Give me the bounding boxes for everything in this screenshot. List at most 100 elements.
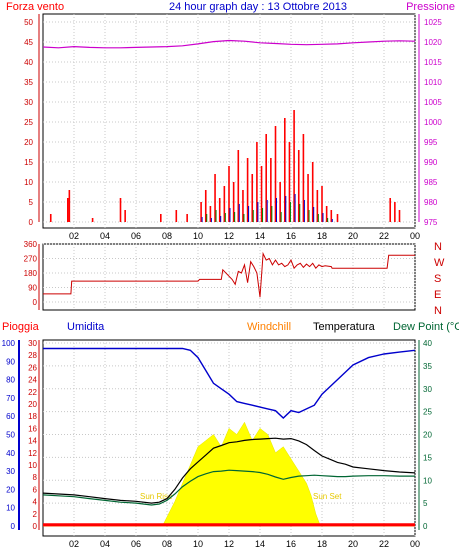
- x-tick-label: 04: [100, 231, 110, 241]
- wind-speed-bars: [49, 110, 401, 222]
- compass-letter: N: [434, 241, 442, 253]
- humidity-line: [43, 347, 416, 419]
- x-tick-label: 10: [193, 539, 203, 549]
- y-tick-label: 0: [33, 298, 38, 307]
- y-tick-label: 8: [33, 473, 38, 482]
- y-tick-label: 5: [423, 499, 428, 508]
- y-tick-label: 35: [423, 362, 432, 371]
- x-tick-label: 16: [286, 539, 296, 549]
- x-tick-label: 22: [379, 539, 389, 549]
- panel3-temp-ticks: 40 35 30 25 20 15 10 5 0: [423, 339, 432, 531]
- y-tick-label: 35: [24, 78, 33, 87]
- panel2-grid: [43, 243, 416, 310]
- y-tick-label: 18: [28, 412, 37, 421]
- solar-radiation-area: [161, 421, 321, 527]
- panel-temp-humidity: Pioggia Umidita Windchill Temperatura De…: [2, 321, 459, 549]
- y-tick-label: 90: [6, 357, 15, 366]
- dewpoint-label: Dew Point (°C: [393, 321, 459, 333]
- y-tick-label: 30: [423, 385, 432, 394]
- y-tick-label: 50: [6, 431, 15, 440]
- y-tick-label: 6: [33, 485, 38, 494]
- x-tick-label: 12: [224, 539, 234, 549]
- y-tick-label: 100: [2, 339, 16, 348]
- y-tick-label: 980: [424, 198, 438, 207]
- x-tick-label: 16: [286, 231, 296, 241]
- y-tick-label: 20: [423, 431, 432, 440]
- y-tick-label: 50: [24, 18, 33, 27]
- x-tick-label: 20: [348, 231, 358, 241]
- y-tick-label: 40: [423, 339, 432, 348]
- x-tick-label: 08: [162, 539, 172, 549]
- y-tick-label: 40: [24, 58, 33, 67]
- y-tick-label: 90: [28, 284, 37, 293]
- y-tick-label: 10: [6, 504, 15, 513]
- y-tick-label: 12: [28, 449, 37, 458]
- x-tick-label: 02: [69, 231, 79, 241]
- y-tick-label: 30: [28, 339, 37, 348]
- x-tick-label: 06: [131, 231, 141, 241]
- y-tick-label: 30: [24, 98, 33, 107]
- y-tick-label: 10: [423, 476, 432, 485]
- graph-title: 24 hour graph day : 13 Ottobre 2013: [169, 1, 347, 13]
- x-tick-label: 14: [255, 231, 265, 241]
- y-tick-label: 1020: [424, 38, 442, 47]
- y-tick-label: 1000: [424, 118, 442, 127]
- sunrise-label: Sun Rise: [140, 492, 173, 501]
- compass-letter: W: [434, 257, 445, 269]
- y-tick-label: 1025: [424, 18, 442, 27]
- y-tick-label: 70: [6, 394, 15, 403]
- y-tick-label: 22: [28, 388, 37, 397]
- wind-direction-line: [43, 251, 415, 298]
- y-tick-label: 28: [28, 351, 37, 360]
- x-tick-label: 04: [100, 539, 110, 549]
- x-tick-label: 22: [379, 231, 389, 241]
- y-tick-label: 0: [423, 522, 428, 531]
- y-tick-label: 0: [29, 218, 34, 227]
- y-tick-label: 1010: [424, 78, 442, 87]
- y-tick-label: 10: [28, 461, 37, 470]
- y-tick-label: 40: [6, 449, 15, 458]
- y-tick-label: 45: [24, 38, 33, 47]
- y-tick-label: 5: [29, 198, 34, 207]
- y-tick-label: 20: [24, 138, 33, 147]
- pressure-label: Pressione: [406, 1, 455, 13]
- compass-letter: E: [434, 289, 441, 301]
- y-tick-label: 80: [6, 376, 15, 385]
- y-tick-label: 60: [6, 412, 15, 421]
- y-tick-label: 10: [24, 178, 33, 187]
- x-tick-label: 00: [410, 231, 420, 241]
- compass-letter: N: [434, 305, 442, 317]
- y-tick-label: 0: [11, 522, 16, 531]
- y-tick-label: 15: [423, 453, 432, 462]
- x-tick-label: 00: [410, 539, 420, 549]
- x-tick-label: 18: [317, 231, 327, 241]
- y-tick-label: 270: [24, 255, 38, 264]
- panel3-x-ticks: 02 04 06 08 10 12 14 16 18 20 22 00: [69, 539, 420, 549]
- x-tick-label: 14: [255, 539, 265, 549]
- humidity-label: Umidita: [67, 321, 105, 333]
- y-tick-label: 360: [24, 240, 38, 249]
- compass-letter: S: [434, 273, 441, 285]
- wind-speed-label: Forza vento: [6, 1, 64, 13]
- x-tick-label: 06: [131, 539, 141, 549]
- temperature-label: Temperatura: [313, 321, 376, 333]
- y-tick-label: 4: [33, 498, 38, 507]
- y-tick-label: 0: [33, 522, 38, 531]
- y-tick-label: 1015: [424, 58, 442, 67]
- x-tick-label: 10: [193, 231, 203, 241]
- y-tick-label: 990: [424, 158, 438, 167]
- windchill-label: Windchill: [247, 321, 291, 333]
- x-tick-label: 08: [162, 231, 172, 241]
- rain-label: Pioggia: [2, 321, 40, 333]
- y-tick-label: 15: [24, 158, 33, 167]
- y-tick-label: 14: [28, 437, 37, 446]
- panel1-pressure-ticks: 1025 1020 1015 1010 1005 1000 995 990 985 980 975: [424, 18, 442, 227]
- y-tick-label: 20: [28, 400, 37, 409]
